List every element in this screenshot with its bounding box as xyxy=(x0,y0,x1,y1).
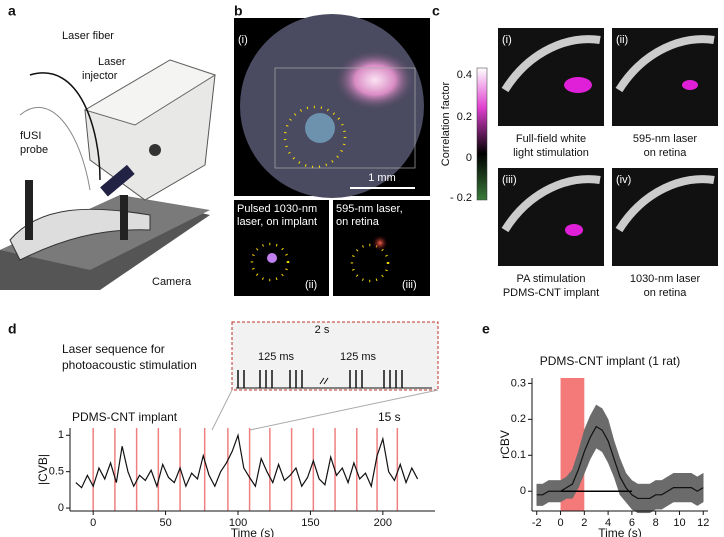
caption: light stimulation xyxy=(513,147,589,159)
colorbar-tick-label: 0.2 xyxy=(457,111,472,123)
y-tick-label: 0.1 xyxy=(511,449,526,461)
panel-letter: e xyxy=(482,321,490,337)
laser-sequence-inset xyxy=(211,321,439,431)
annotation: PDMS-CNT implant xyxy=(72,410,178,424)
x-tick-label: 150 xyxy=(301,517,319,529)
caption: on retina xyxy=(644,287,688,299)
x-axis-label: Time (s) xyxy=(231,526,275,537)
annotation: fUSI xyxy=(20,130,41,142)
x-tick-label: 12 xyxy=(697,517,709,529)
y-tick-label: 0.2 xyxy=(511,413,526,425)
annotation: probe xyxy=(20,144,48,156)
image-tag: (i) xyxy=(238,34,248,46)
image-tag: (iv) xyxy=(616,174,631,186)
caption: PA stimulation xyxy=(517,273,586,285)
caption: on retina xyxy=(644,147,688,159)
panel-letter: a xyxy=(8,3,16,19)
colorbar-tick-label: 0 xyxy=(466,152,472,164)
fusi-images xyxy=(476,28,718,266)
x-tick-label: 6 xyxy=(629,517,635,529)
x-tick-label: 100 xyxy=(229,517,247,529)
image-tag: (ii) xyxy=(616,34,628,46)
annotation: Laser fiber xyxy=(62,30,114,42)
panel-letter: c xyxy=(432,3,440,19)
annotation: injector xyxy=(82,70,118,82)
scale-label: 1 mm xyxy=(368,172,396,184)
caption: Pulsed 1030-nm xyxy=(237,203,317,215)
annotation: 125 ms xyxy=(258,351,295,363)
annotation: 15 s xyxy=(378,410,401,424)
annotation: Camera xyxy=(152,276,192,288)
caption: 1030-nm laser xyxy=(630,273,701,285)
y-tick-label: 1 xyxy=(58,429,64,441)
y-axis-label: |CVB| xyxy=(36,454,50,485)
caption: 595-nm laser, xyxy=(336,203,403,215)
colorbar-label: Correlation factor xyxy=(440,81,452,166)
y-tick-label: 0 xyxy=(520,485,526,497)
setup-drawing xyxy=(0,59,217,290)
image-tag: (iii) xyxy=(502,174,517,186)
image-tag: (ii) xyxy=(305,279,317,291)
y-tick-label: 0 xyxy=(58,502,64,514)
y-tick-label: 0.5 xyxy=(49,466,64,478)
chart-title: PDMS-CNT implant (1 rat) xyxy=(540,354,680,368)
x-tick-label: 0 xyxy=(90,517,96,529)
annotation: 125 ms xyxy=(340,351,377,363)
caption: laser, on implant xyxy=(237,216,317,228)
x-tick-label: 50 xyxy=(159,517,171,529)
x-tick-label: 8 xyxy=(653,517,659,529)
caption: 595-nm laser xyxy=(633,133,698,145)
image-tag: (i) xyxy=(502,34,512,46)
x-tick-label: 200 xyxy=(374,517,392,529)
caption: on retina xyxy=(336,216,380,228)
x-tick-label: 10 xyxy=(673,517,685,529)
caption: PDMS-CNT implant xyxy=(503,287,599,299)
error-band xyxy=(619,458,627,503)
x-tick-label: 4 xyxy=(605,517,611,529)
inset-title: photoacoustic stimulation xyxy=(62,358,197,372)
annotation: 2 s xyxy=(315,324,330,336)
panel-letter: b xyxy=(234,3,243,19)
x-tick-label: 0 xyxy=(557,517,563,529)
y-axis-label: rCBV xyxy=(498,430,512,459)
x-axis-label: Time (s) xyxy=(598,526,642,537)
data-line xyxy=(75,432,419,489)
annotation: Laser xyxy=(98,56,126,68)
colorbar-tick-label: 0.4 xyxy=(457,69,472,81)
x-tick-label: -2 xyxy=(532,517,542,529)
microscope-images xyxy=(234,14,430,296)
y-tick-label: 0.3 xyxy=(511,377,526,389)
image-tag: (iii) xyxy=(402,279,417,291)
colorbar-tick-label: - 0.2 xyxy=(450,192,472,204)
data-line xyxy=(536,425,704,500)
inset-title: Laser sequence for xyxy=(62,342,165,356)
panel-letter: d xyxy=(8,321,17,337)
caption: Full-field white xyxy=(516,133,586,145)
x-tick-label: 2 xyxy=(581,517,587,529)
